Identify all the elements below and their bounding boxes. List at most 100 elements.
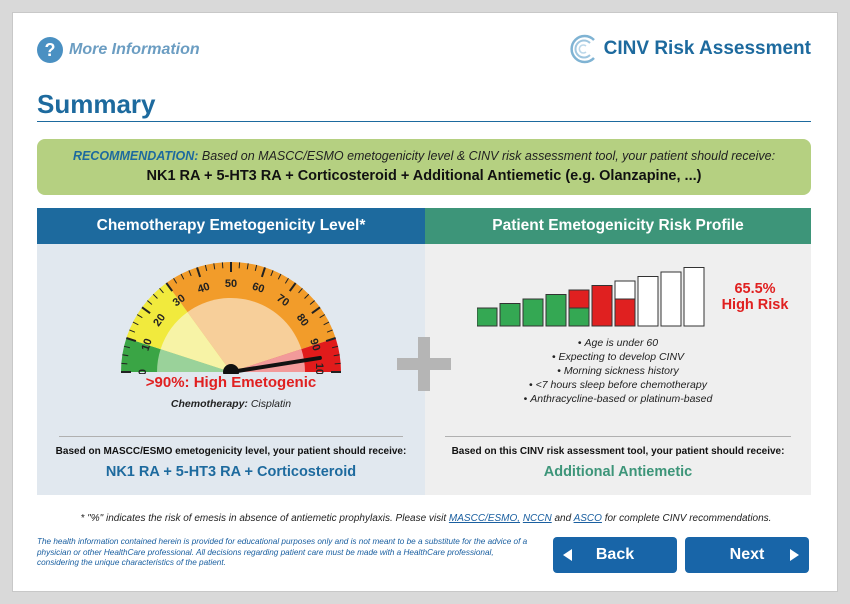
gauge-tick	[270, 270, 274, 277]
risk-bar-fill	[568, 289, 590, 309]
gauge-tick-label: 30	[171, 292, 188, 309]
gauge-tick	[277, 273, 282, 280]
chemotherapy-line: Chemotherapy: Cisplatin	[37, 398, 425, 410]
gauge-tick-label: 20	[151, 312, 168, 329]
question-icon: ?	[37, 37, 63, 63]
gauge-tick	[288, 282, 297, 292]
chemotherapy-value: Cisplatin	[250, 398, 292, 410]
link-asco[interactable]: ASCO	[573, 513, 602, 524]
gauge-needle-hub	[223, 364, 239, 374]
risk-bar	[591, 285, 613, 327]
chemo-panel-note: Based on MASCC/ESMO emetogenicity level,…	[55, 446, 407, 457]
gauge-tick-label: 40	[196, 281, 211, 296]
gauge-tick	[333, 354, 340, 357]
recommendation-box: RECOMMENDATION: Based on MASCC/ESMO emet…	[37, 139, 811, 195]
arrow-right-icon	[790, 549, 799, 561]
link-nccn[interactable]: NCCN	[522, 513, 552, 524]
recommendation-intro-line: RECOMMENDATION: Based on MASCC/ESMO emet…	[37, 149, 811, 163]
more-info-link[interactable]: ? More Information	[37, 37, 200, 63]
gauge-inner-moderate	[187, 298, 302, 372]
risk-bar	[637, 276, 659, 327]
next-button-label: Next	[729, 546, 765, 563]
gauge-tick	[141, 306, 151, 315]
risk-factor-list: Age is under 60 Expecting to develop CIN…	[425, 336, 811, 406]
gauge-tick	[129, 329, 136, 333]
risk-bar	[545, 294, 567, 327]
gauge-tick	[325, 337, 336, 343]
chemo-panel-title: Chemotherapy Emetogenicity Level*	[37, 208, 425, 244]
disclaimer: The health information contained herein …	[37, 537, 528, 567]
gauge-tick	[246, 263, 249, 270]
arrow-left-icon	[563, 549, 572, 561]
risk-panel-title: Patient Emetogenicity Risk Profile	[425, 208, 811, 244]
risk-factor-item: Expecting to develop CINV	[425, 350, 811, 364]
gauge-tick	[147, 300, 153, 305]
app-frame: ? More Information CINV Risk Assessment …	[12, 12, 838, 592]
chemotherapy-label: Chemotherapy:	[170, 398, 248, 410]
recommendation-regimen: NK1 RA + 5-HT3 RA + Corticosteroid + Add…	[146, 168, 702, 184]
more-info-label: More Information	[69, 41, 200, 58]
gauge-tick-label: 100	[313, 363, 325, 374]
risk-factor-item: Age is under 60	[425, 336, 811, 350]
footnote: * "%" indicates the risk of emesis in ab…	[13, 513, 839, 524]
gauge-tick	[311, 306, 321, 315]
footnote-prefix: * "%" indicates the risk of emesis in ab…	[80, 513, 449, 524]
risk-panel-note: Based on this CINV risk assessment tool,…	[451, 446, 785, 457]
gauge-tick	[284, 277, 289, 284]
gauge-tick-label: 10	[140, 337, 155, 352]
link-mascc-esmo[interactable]: MASCC/ESMO,	[448, 513, 521, 524]
recommendation-intro: Based on MASCC/ESMO emetogenicity level …	[201, 149, 776, 163]
gauge-tick	[204, 264, 208, 271]
emetogenicity-level-text: >90%: High Emetogenic	[145, 374, 317, 391]
gauge-tick	[196, 267, 202, 278]
risk-bar	[522, 298, 544, 327]
chemo-panel-divider	[59, 436, 403, 437]
gauge-tick	[152, 293, 158, 299]
gauge-tick	[136, 314, 143, 319]
gauge-tick-label: 60	[251, 281, 266, 296]
back-button-label: Back	[595, 546, 635, 563]
risk-factor-item: Anthracycline-based or platinum-based	[425, 392, 811, 406]
gauge-tick	[126, 337, 137, 343]
brand-title: CINV Risk Assessment	[603, 38, 811, 59]
risk-bar	[683, 267, 705, 327]
gauge-tick	[332, 345, 339, 349]
risk-label: High Risk	[721, 297, 789, 313]
patient-risk-panel: Patient Emetogenicity Risk Profile 65.5%…	[425, 208, 811, 495]
gauge-tick	[304, 293, 310, 299]
gauge-tick	[180, 273, 185, 280]
risk-bar	[499, 303, 521, 327]
risk-percent: 65.5%	[734, 281, 776, 297]
gauge-inner-low	[160, 312, 231, 372]
gauge-tick	[319, 314, 326, 319]
gauge-tick-label: 90	[307, 337, 322, 352]
gauge-inner-high	[231, 349, 305, 372]
risk-bar-fill	[614, 298, 636, 327]
gauge-tick	[326, 329, 333, 333]
gauge-tick-label: 80	[294, 312, 311, 329]
risk-factor-item: Morning sickness history	[425, 364, 811, 378]
brand: CINV Risk Assessment	[564, 34, 811, 64]
gauge-tick	[159, 288, 164, 294]
chemo-emetogenicity-panel: Chemotherapy Emetogenicity Level* 0 10 20 3…	[37, 208, 425, 495]
gauge-tick	[165, 282, 174, 292]
gauge-tick-label: 50	[225, 278, 237, 290]
gauge-tick	[254, 264, 258, 271]
gauge-tick	[132, 321, 139, 326]
title-divider	[37, 121, 811, 122]
back-button[interactable]: Back	[553, 537, 677, 573]
plus-icon	[397, 337, 451, 391]
footnote-suffix: for complete CINV recommendations.	[601, 513, 772, 524]
next-button[interactable]: Next	[685, 537, 809, 573]
gauge-tick-label: 0	[137, 369, 149, 374]
risk-factor-item: <7 hours sleep before chemotherapy	[425, 378, 811, 392]
gauge-tick	[323, 321, 330, 326]
gauge-tick	[298, 288, 303, 294]
risk-panel-result: Additional Antiemetic	[543, 464, 693, 480]
gauge-tick	[123, 345, 130, 349]
gauge-tick	[309, 300, 315, 305]
gauge-tick	[260, 267, 266, 278]
gauge-tick	[173, 277, 178, 284]
risk-bar-fill	[568, 307, 590, 327]
